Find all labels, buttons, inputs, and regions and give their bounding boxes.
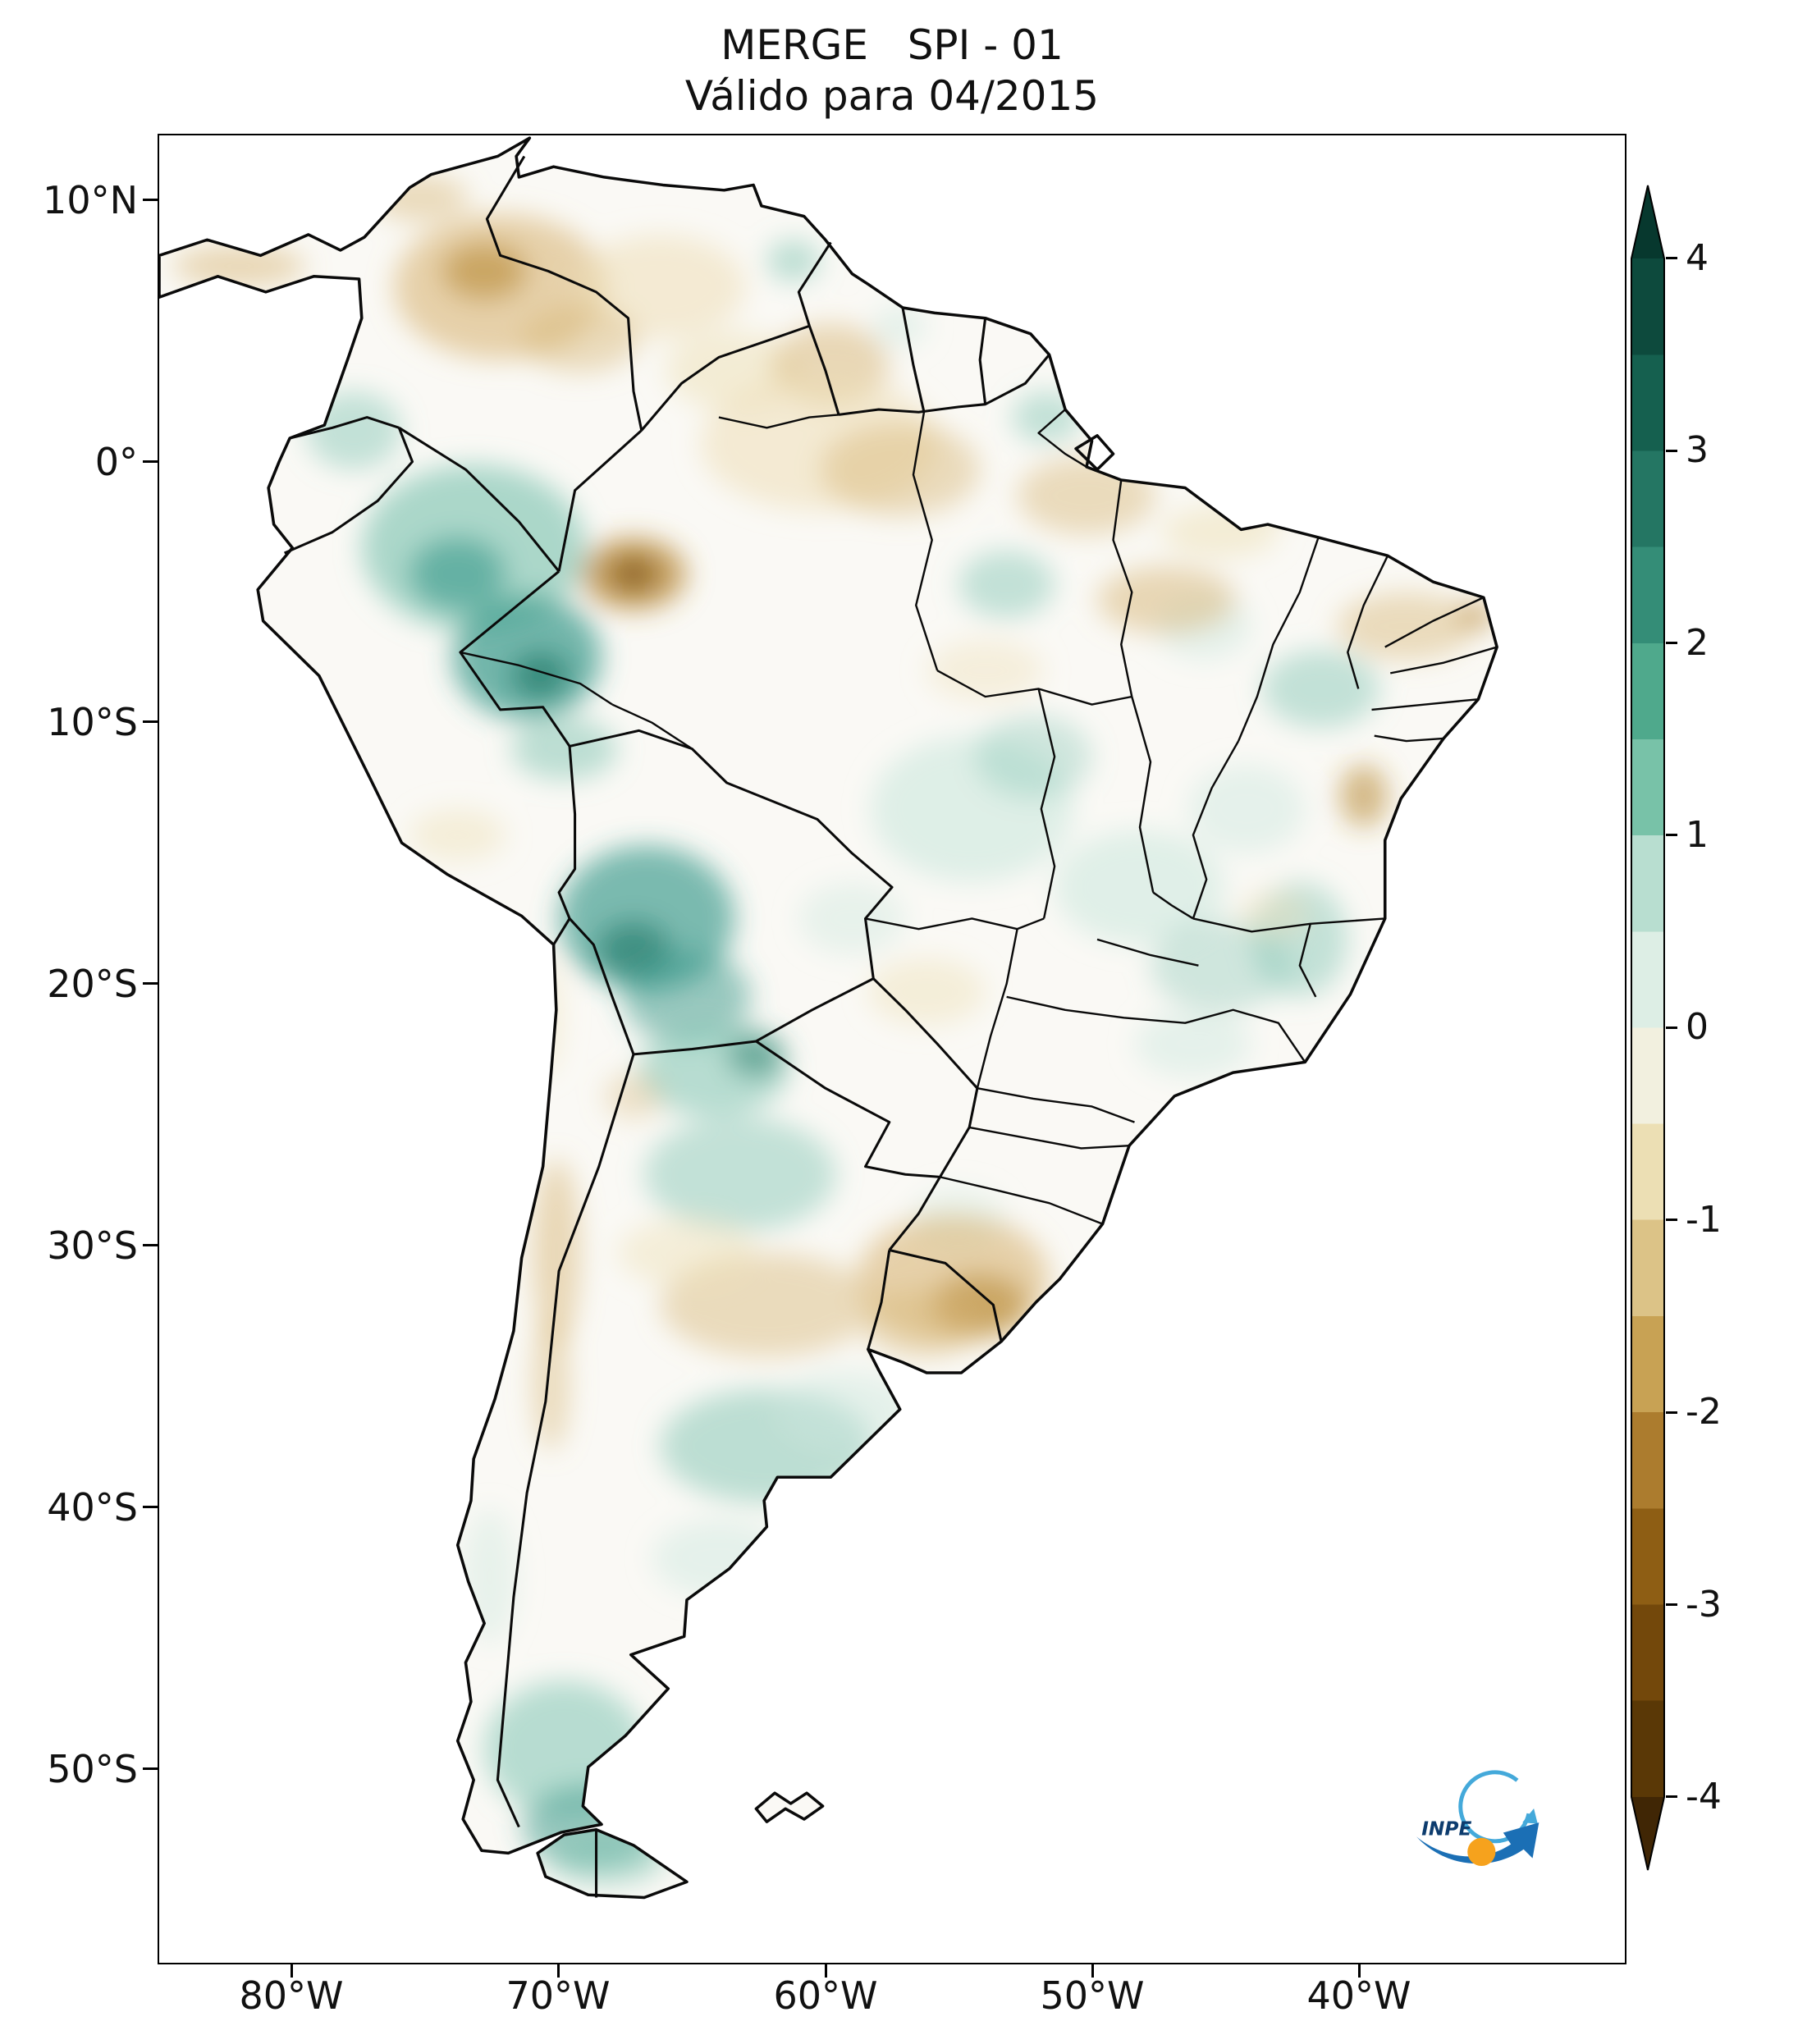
y-axis-tick [143, 1244, 158, 1246]
colorbar-tick [1666, 1795, 1677, 1798]
colorbar [1631, 185, 1664, 1870]
x-axis-tick [1091, 1964, 1094, 1978]
x-axis-tick-label: 50°W [1040, 1973, 1145, 2018]
y-axis-tick [143, 199, 158, 201]
y-axis-tick-label: 0° [94, 440, 138, 484]
colorbar-tick-label: 3 [1686, 429, 1709, 471]
x-axis-tick [557, 1964, 560, 1978]
y-axis-tick-label: 10°S [47, 700, 138, 744]
colorbar-tick-label: -2 [1686, 1391, 1722, 1433]
x-axis-tick-label: 80°W [239, 1973, 344, 2018]
x-axis-tick [825, 1964, 827, 1978]
colorbar-tick [1666, 642, 1677, 644]
chart-title: MERGE SPI - 01 [721, 21, 1064, 69]
inpe-logo: INPE [1407, 1763, 1563, 1877]
south-america-map [159, 136, 1498, 1900]
colorbar-tick-label: 2 [1686, 622, 1709, 664]
y-axis-tick-label: 30°S [47, 1223, 138, 1268]
y-axis-tick [143, 720, 158, 723]
colorbar-tick [1666, 834, 1677, 836]
colorbar-tick-label: -3 [1686, 1584, 1722, 1626]
x-axis-tick [1358, 1964, 1361, 1978]
colorbar-tick [1666, 1411, 1677, 1414]
y-axis-tick-label: 20°S [47, 962, 138, 1006]
logo-swirl-arrowhead-icon [1522, 1809, 1538, 1824]
inpe-logo-text: INPE [1421, 1818, 1471, 1841]
colorbar-tick [1666, 450, 1677, 452]
logo-orange-dot-icon [1467, 1837, 1496, 1866]
colorbar-tick-label: -4 [1686, 1776, 1722, 1818]
colorbar-tick [1666, 1219, 1677, 1221]
colorbar-tick [1666, 1603, 1677, 1606]
y-axis-tick-label: 10°N [43, 178, 138, 222]
state-borders [460, 409, 1498, 1225]
chart-subtitle: Válido para 04/2015 [684, 72, 1100, 120]
colorbar-tick-label: 0 [1686, 1006, 1709, 1048]
y-axis-tick [143, 1767, 158, 1770]
y-axis-tick-label: 40°S [47, 1485, 138, 1530]
logo-arrow-icon [1416, 1822, 1540, 1864]
spi-anomaly-field [172, 174, 1494, 1885]
y-axis-tick-label: 50°S [47, 1747, 138, 1791]
x-axis-tick-label: 70°W [506, 1973, 611, 2018]
y-axis-tick [143, 1506, 158, 1508]
national-borders [283, 155, 1050, 1898]
x-axis-tick-label: 60°W [773, 1973, 878, 2018]
colorbar-tick [1666, 1027, 1677, 1029]
y-axis-tick [143, 982, 158, 985]
map-plot-area: INPE [158, 134, 1626, 1964]
colorbar-tick-label: 4 [1686, 237, 1709, 279]
inpe-logo-graphic: INPE [1416, 1770, 1540, 1866]
colorbar-tick [1666, 257, 1677, 259]
x-axis-tick [291, 1964, 293, 1978]
x-axis-tick-label: 40°W [1306, 1973, 1411, 2018]
colorbar-tick-label: 1 [1686, 814, 1709, 856]
colorbar-tick-label: -1 [1686, 1199, 1722, 1241]
y-axis-tick [143, 460, 158, 463]
